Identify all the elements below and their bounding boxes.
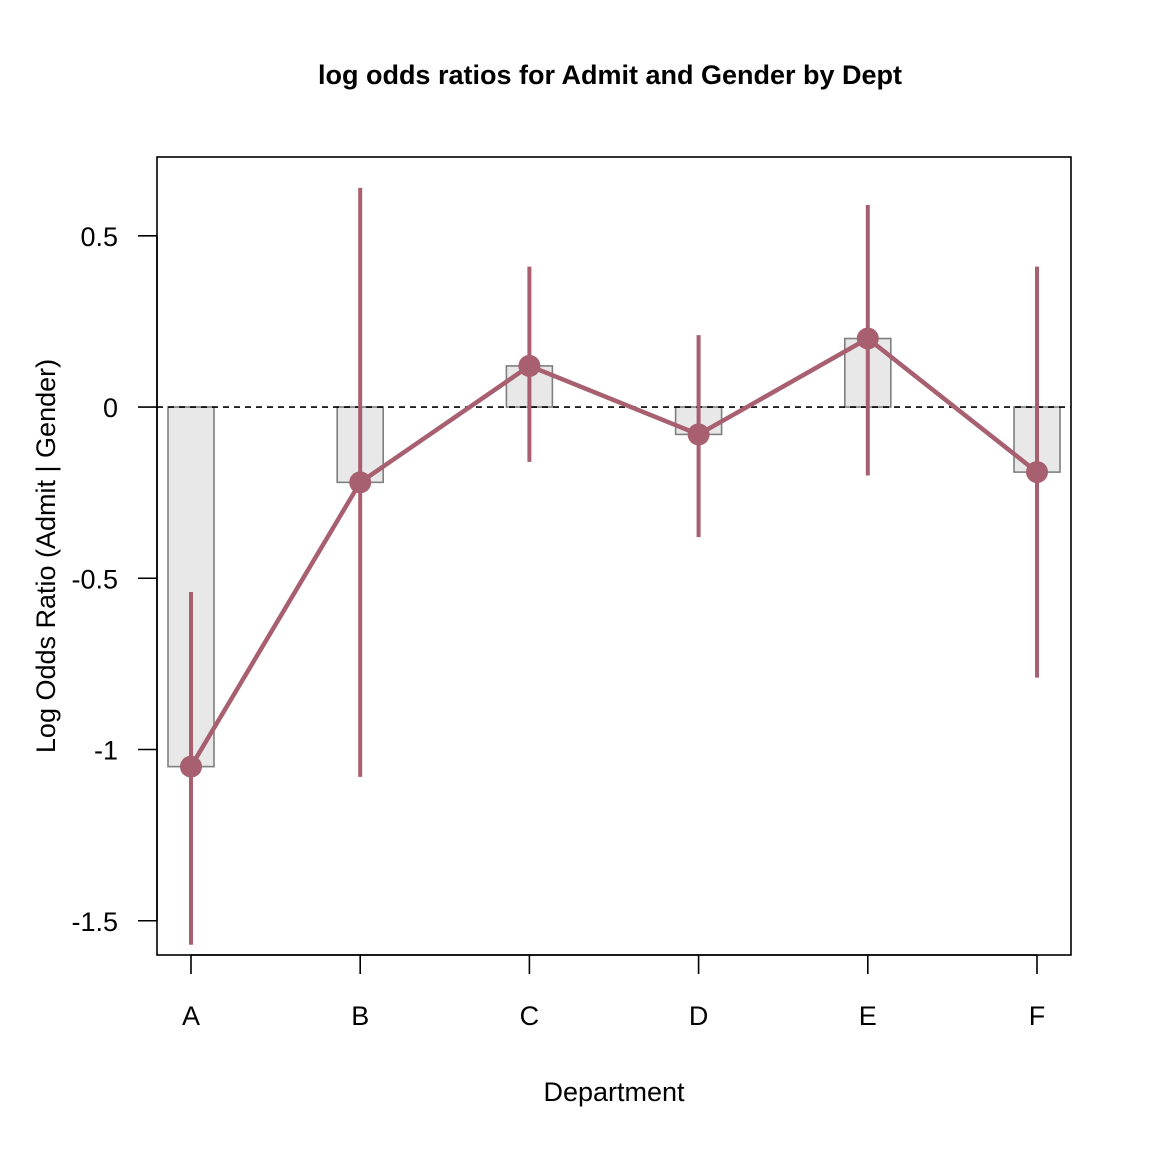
plot-frame: [156, 156, 1072, 956]
y-axis-label: Log Odds Ratio (Admit | Gender): [31, 359, 61, 753]
x-tick-label: B: [351, 1001, 369, 1031]
point-D: [687, 423, 710, 446]
y-tick-label: -1.5: [71, 907, 118, 937]
error-bars-layer: [189, 187, 1039, 945]
x-tick-label: D: [689, 1001, 709, 1031]
point-E: [856, 327, 879, 350]
x-tick-label: E: [859, 1001, 877, 1031]
series-line: [189, 336, 1039, 768]
points-layer: [180, 327, 1048, 778]
y-tick-label: -0.5: [71, 564, 118, 594]
x-axis-label: Department: [543, 1077, 685, 1107]
x-tick-label: F: [1029, 1001, 1046, 1031]
y-axis: -1.5 -1 -0.5 0 0.5: [71, 222, 158, 937]
y-tick-label: 0.5: [80, 222, 118, 252]
y-tick-label: -1: [94, 736, 118, 766]
x-tick-label: C: [520, 1001, 540, 1031]
bars-layer: [167, 337, 1061, 768]
point-C: [518, 354, 541, 377]
x-tick-label: A: [182, 1001, 200, 1031]
point-F: [1026, 461, 1048, 484]
x-axis: A B C D E F: [182, 954, 1046, 1031]
point-B: [349, 471, 372, 494]
point-A: [180, 755, 202, 778]
chart-title: log odds ratios for Admit and Gender by …: [318, 60, 902, 90]
y-tick-label: 0: [103, 393, 118, 423]
